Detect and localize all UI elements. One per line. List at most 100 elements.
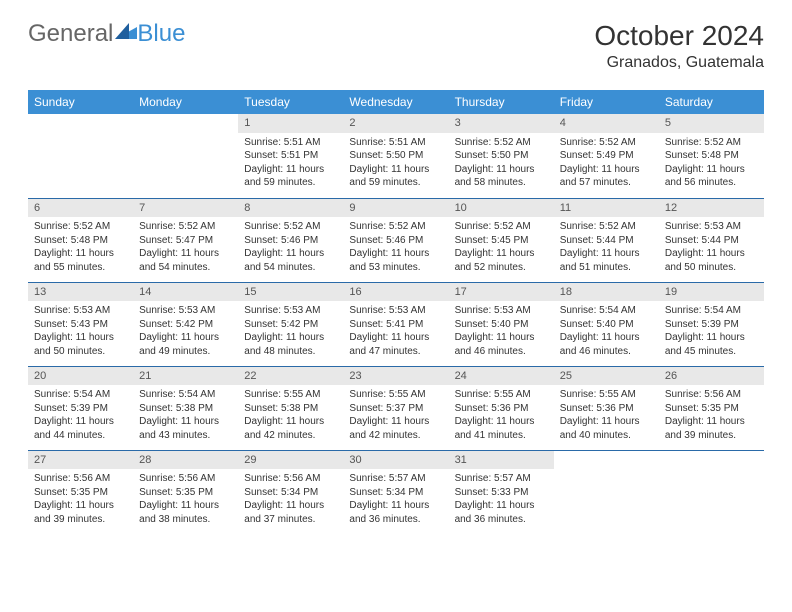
week-row: 13Sunrise: 5:53 AMSunset: 5:43 PMDayligh… bbox=[28, 282, 764, 366]
day-cell: 27Sunrise: 5:56 AMSunset: 5:35 PMDayligh… bbox=[28, 450, 133, 534]
day-header-row: Sunday Monday Tuesday Wednesday Thursday… bbox=[28, 90, 764, 114]
day-header: Thursday bbox=[449, 90, 554, 114]
day-content: Sunrise: 5:52 AMSunset: 5:48 PMDaylight:… bbox=[28, 217, 133, 278]
day-content: Sunrise: 5:52 AMSunset: 5:46 PMDaylight:… bbox=[238, 217, 343, 278]
day-header: Monday bbox=[133, 90, 238, 114]
day-cell bbox=[659, 450, 764, 534]
day-content: Sunrise: 5:53 AMSunset: 5:41 PMDaylight:… bbox=[343, 301, 448, 362]
day-cell: 12Sunrise: 5:53 AMSunset: 5:44 PMDayligh… bbox=[659, 198, 764, 282]
day-cell: 14Sunrise: 5:53 AMSunset: 5:42 PMDayligh… bbox=[133, 282, 238, 366]
day-content: Sunrise: 5:52 AMSunset: 5:48 PMDaylight:… bbox=[659, 133, 764, 194]
day-number: 4 bbox=[554, 114, 659, 133]
day-cell: 29Sunrise: 5:56 AMSunset: 5:34 PMDayligh… bbox=[238, 450, 343, 534]
day-content: Sunrise: 5:53 AMSunset: 5:43 PMDaylight:… bbox=[28, 301, 133, 362]
week-row: 20Sunrise: 5:54 AMSunset: 5:39 PMDayligh… bbox=[28, 366, 764, 450]
day-number: 10 bbox=[449, 199, 554, 218]
day-header: Tuesday bbox=[238, 90, 343, 114]
day-cell: 9Sunrise: 5:52 AMSunset: 5:46 PMDaylight… bbox=[343, 198, 448, 282]
day-content: Sunrise: 5:51 AMSunset: 5:51 PMDaylight:… bbox=[238, 133, 343, 194]
week-row: 27Sunrise: 5:56 AMSunset: 5:35 PMDayligh… bbox=[28, 450, 764, 534]
day-cell: 18Sunrise: 5:54 AMSunset: 5:40 PMDayligh… bbox=[554, 282, 659, 366]
day-number: 14 bbox=[133, 283, 238, 302]
day-number: 7 bbox=[133, 199, 238, 218]
day-cell: 24Sunrise: 5:55 AMSunset: 5:36 PMDayligh… bbox=[449, 366, 554, 450]
day-number: 24 bbox=[449, 367, 554, 386]
day-cell: 19Sunrise: 5:54 AMSunset: 5:39 PMDayligh… bbox=[659, 282, 764, 366]
day-number: 16 bbox=[343, 283, 448, 302]
day-content: Sunrise: 5:52 AMSunset: 5:44 PMDaylight:… bbox=[554, 217, 659, 278]
day-cell: 3Sunrise: 5:52 AMSunset: 5:50 PMDaylight… bbox=[449, 114, 554, 198]
logo-text-blue: Blue bbox=[137, 20, 185, 48]
day-cell: 17Sunrise: 5:53 AMSunset: 5:40 PMDayligh… bbox=[449, 282, 554, 366]
day-cell bbox=[554, 450, 659, 534]
day-number: 9 bbox=[343, 199, 448, 218]
day-number: 18 bbox=[554, 283, 659, 302]
day-cell: 20Sunrise: 5:54 AMSunset: 5:39 PMDayligh… bbox=[28, 366, 133, 450]
day-cell: 30Sunrise: 5:57 AMSunset: 5:34 PMDayligh… bbox=[343, 450, 448, 534]
day-content: Sunrise: 5:51 AMSunset: 5:50 PMDaylight:… bbox=[343, 133, 448, 194]
day-cell: 13Sunrise: 5:53 AMSunset: 5:43 PMDayligh… bbox=[28, 282, 133, 366]
day-number: 31 bbox=[449, 451, 554, 470]
day-cell: 5Sunrise: 5:52 AMSunset: 5:48 PMDaylight… bbox=[659, 114, 764, 198]
location: Granados, Guatemala bbox=[594, 54, 764, 72]
day-number: 22 bbox=[238, 367, 343, 386]
logo-text-general: General bbox=[28, 20, 113, 48]
calendar-table: Sunday Monday Tuesday Wednesday Thursday… bbox=[28, 90, 764, 534]
day-number: 17 bbox=[449, 283, 554, 302]
logo: General Blue bbox=[28, 20, 185, 48]
day-header: Sunday bbox=[28, 90, 133, 114]
week-row: 6Sunrise: 5:52 AMSunset: 5:48 PMDaylight… bbox=[28, 198, 764, 282]
day-cell: 11Sunrise: 5:52 AMSunset: 5:44 PMDayligh… bbox=[554, 198, 659, 282]
day-number: 23 bbox=[343, 367, 448, 386]
day-cell: 1Sunrise: 5:51 AMSunset: 5:51 PMDaylight… bbox=[238, 114, 343, 198]
day-cell: 2Sunrise: 5:51 AMSunset: 5:50 PMDaylight… bbox=[343, 114, 448, 198]
calendar-body: 1Sunrise: 5:51 AMSunset: 5:51 PMDaylight… bbox=[28, 114, 764, 534]
day-cell bbox=[133, 114, 238, 198]
day-content: Sunrise: 5:56 AMSunset: 5:34 PMDaylight:… bbox=[238, 469, 343, 530]
day-cell: 8Sunrise: 5:52 AMSunset: 5:46 PMDaylight… bbox=[238, 198, 343, 282]
day-content: Sunrise: 5:52 AMSunset: 5:47 PMDaylight:… bbox=[133, 217, 238, 278]
day-content: Sunrise: 5:53 AMSunset: 5:42 PMDaylight:… bbox=[238, 301, 343, 362]
day-content: Sunrise: 5:52 AMSunset: 5:46 PMDaylight:… bbox=[343, 217, 448, 278]
day-cell: 4Sunrise: 5:52 AMSunset: 5:49 PMDaylight… bbox=[554, 114, 659, 198]
day-number: 11 bbox=[554, 199, 659, 218]
day-number: 29 bbox=[238, 451, 343, 470]
day-cell: 28Sunrise: 5:56 AMSunset: 5:35 PMDayligh… bbox=[133, 450, 238, 534]
day-number: 1 bbox=[238, 114, 343, 133]
day-content: Sunrise: 5:52 AMSunset: 5:50 PMDaylight:… bbox=[449, 133, 554, 194]
day-header: Wednesday bbox=[343, 90, 448, 114]
day-content: Sunrise: 5:54 AMSunset: 5:39 PMDaylight:… bbox=[659, 301, 764, 362]
day-cell: 31Sunrise: 5:57 AMSunset: 5:33 PMDayligh… bbox=[449, 450, 554, 534]
day-number: 20 bbox=[28, 367, 133, 386]
day-cell: 7Sunrise: 5:52 AMSunset: 5:47 PMDaylight… bbox=[133, 198, 238, 282]
day-content: Sunrise: 5:55 AMSunset: 5:36 PMDaylight:… bbox=[449, 385, 554, 446]
day-cell: 22Sunrise: 5:55 AMSunset: 5:38 PMDayligh… bbox=[238, 366, 343, 450]
day-cell: 6Sunrise: 5:52 AMSunset: 5:48 PMDaylight… bbox=[28, 198, 133, 282]
day-content: Sunrise: 5:57 AMSunset: 5:34 PMDaylight:… bbox=[343, 469, 448, 530]
day-number: 3 bbox=[449, 114, 554, 133]
day-content: Sunrise: 5:56 AMSunset: 5:35 PMDaylight:… bbox=[133, 469, 238, 530]
day-cell bbox=[28, 114, 133, 198]
day-content: Sunrise: 5:54 AMSunset: 5:39 PMDaylight:… bbox=[28, 385, 133, 446]
day-number: 26 bbox=[659, 367, 764, 386]
day-cell: 25Sunrise: 5:55 AMSunset: 5:36 PMDayligh… bbox=[554, 366, 659, 450]
day-cell: 21Sunrise: 5:54 AMSunset: 5:38 PMDayligh… bbox=[133, 366, 238, 450]
day-content: Sunrise: 5:55 AMSunset: 5:36 PMDaylight:… bbox=[554, 385, 659, 446]
day-number: 5 bbox=[659, 114, 764, 133]
day-cell: 16Sunrise: 5:53 AMSunset: 5:41 PMDayligh… bbox=[343, 282, 448, 366]
day-number: 30 bbox=[343, 451, 448, 470]
day-cell: 23Sunrise: 5:55 AMSunset: 5:37 PMDayligh… bbox=[343, 366, 448, 450]
day-number: 8 bbox=[238, 199, 343, 218]
day-number: 28 bbox=[133, 451, 238, 470]
day-number: 25 bbox=[554, 367, 659, 386]
day-cell: 10Sunrise: 5:52 AMSunset: 5:45 PMDayligh… bbox=[449, 198, 554, 282]
day-content: Sunrise: 5:56 AMSunset: 5:35 PMDaylight:… bbox=[659, 385, 764, 446]
day-content: Sunrise: 5:53 AMSunset: 5:44 PMDaylight:… bbox=[659, 217, 764, 278]
day-content: Sunrise: 5:54 AMSunset: 5:40 PMDaylight:… bbox=[554, 301, 659, 362]
day-cell: 26Sunrise: 5:56 AMSunset: 5:35 PMDayligh… bbox=[659, 366, 764, 450]
day-content: Sunrise: 5:52 AMSunset: 5:49 PMDaylight:… bbox=[554, 133, 659, 194]
title-block: October 2024 Granados, Guatemala bbox=[594, 20, 764, 72]
day-number: 15 bbox=[238, 283, 343, 302]
day-content: Sunrise: 5:52 AMSunset: 5:45 PMDaylight:… bbox=[449, 217, 554, 278]
day-number: 19 bbox=[659, 283, 764, 302]
